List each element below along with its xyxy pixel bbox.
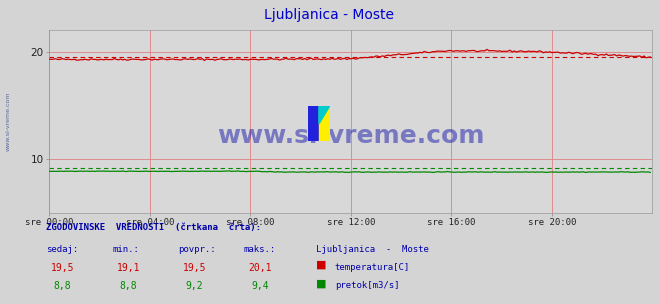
Text: www.si-vreme.com: www.si-vreme.com — [5, 92, 11, 151]
Text: 8,8: 8,8 — [54, 281, 71, 291]
Text: pretok[m3/s]: pretok[m3/s] — [335, 281, 399, 290]
Polygon shape — [319, 106, 330, 141]
Text: Ljubljanica - Moste: Ljubljanica - Moste — [264, 8, 395, 22]
Text: maks.:: maks.: — [244, 245, 276, 254]
Text: temperatura[C]: temperatura[C] — [335, 263, 410, 272]
Text: 19,5: 19,5 — [183, 263, 206, 273]
Text: ■: ■ — [316, 260, 327, 270]
Text: ■: ■ — [316, 278, 327, 288]
Text: Ljubljanica  -  Moste: Ljubljanica - Moste — [316, 245, 429, 254]
Text: ZGODOVINSKE  VREDNOSTI  (črtkana  črta):: ZGODOVINSKE VREDNOSTI (črtkana črta): — [46, 223, 261, 233]
Text: min.:: min.: — [112, 245, 139, 254]
Text: 8,8: 8,8 — [120, 281, 137, 291]
Text: 19,5: 19,5 — [51, 263, 74, 273]
Polygon shape — [308, 106, 319, 141]
Text: www.si-vreme.com: www.si-vreme.com — [217, 124, 484, 148]
Text: 19,1: 19,1 — [117, 263, 140, 273]
Polygon shape — [319, 106, 330, 124]
Text: 9,2: 9,2 — [186, 281, 203, 291]
Text: povpr.:: povpr.: — [178, 245, 215, 254]
Text: sedaj:: sedaj: — [46, 245, 78, 254]
Text: 9,4: 9,4 — [252, 281, 269, 291]
Text: 20,1: 20,1 — [248, 263, 272, 273]
